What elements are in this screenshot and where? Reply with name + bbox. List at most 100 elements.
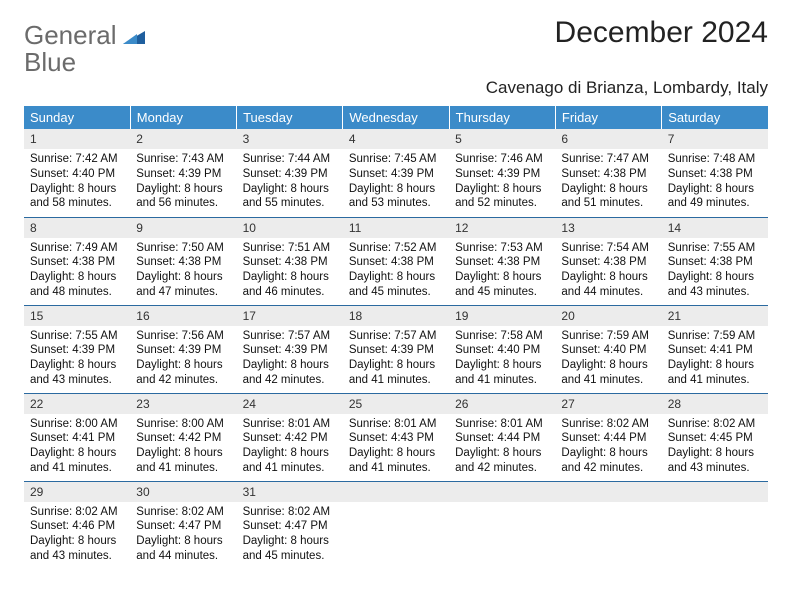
calendar-cell: 11Sunrise: 7:52 AMSunset: 4:38 PMDayligh… [343,217,449,305]
sunset-text: Sunset: 4:47 PM [243,519,337,534]
sunset-text: Sunset: 4:39 PM [136,343,230,358]
daylight-text: Daylight: 8 hours and 41 minutes. [561,358,655,387]
calendar-cell: 29Sunrise: 8:02 AMSunset: 4:46 PMDayligh… [24,481,130,569]
daylight-text: Daylight: 8 hours and 49 minutes. [668,182,762,211]
calendar-cell: 25Sunrise: 8:01 AMSunset: 4:43 PMDayligh… [343,393,449,481]
daylight-text: Daylight: 8 hours and 45 minutes. [349,270,443,299]
calendar-week-row: 29Sunrise: 8:02 AMSunset: 4:46 PMDayligh… [24,481,768,569]
daylight-text: Daylight: 8 hours and 42 minutes. [455,446,549,475]
day-details: Sunrise: 8:01 AMSunset: 4:44 PMDaylight:… [449,414,555,480]
day-number: 2 [130,129,236,149]
daylight-text: Daylight: 8 hours and 51 minutes. [561,182,655,211]
sunset-text: Sunset: 4:41 PM [30,431,124,446]
sunset-text: Sunset: 4:45 PM [668,431,762,446]
calendar-week-row: 8Sunrise: 7:49 AMSunset: 4:38 PMDaylight… [24,217,768,305]
sunset-text: Sunset: 4:38 PM [349,255,443,270]
daylight-text: Daylight: 8 hours and 46 minutes. [243,270,337,299]
day-details: Sunrise: 8:02 AMSunset: 4:44 PMDaylight:… [555,414,661,480]
sunset-text: Sunset: 4:44 PM [561,431,655,446]
sunset-text: Sunset: 4:39 PM [243,167,337,182]
sunset-text: Sunset: 4:38 PM [668,167,762,182]
sunrise-text: Sunrise: 8:01 AM [243,417,337,432]
day-number: 4 [343,129,449,149]
day-details: Sunrise: 7:55 AMSunset: 4:39 PMDaylight:… [24,326,130,392]
day-number [555,482,661,502]
brand-logo: General Blue [24,22,145,76]
day-number: 19 [449,306,555,326]
day-number: 15 [24,306,130,326]
title-block: December 2024 [555,16,768,50]
sunrise-text: Sunrise: 7:46 AM [455,152,549,167]
calendar-week-row: 22Sunrise: 8:00 AMSunset: 4:41 PMDayligh… [24,393,768,481]
day-number: 17 [237,306,343,326]
daylight-text: Daylight: 8 hours and 48 minutes. [30,270,124,299]
day-details: Sunrise: 7:51 AMSunset: 4:38 PMDaylight:… [237,238,343,304]
brand-word1: General [24,20,117,50]
calendar-cell: 5Sunrise: 7:46 AMSunset: 4:39 PMDaylight… [449,129,555,217]
day-details: Sunrise: 7:59 AMSunset: 4:41 PMDaylight:… [662,326,768,392]
weekday-header: Sunday [24,106,130,129]
calendar-cell: 18Sunrise: 7:57 AMSunset: 4:39 PMDayligh… [343,305,449,393]
sunset-text: Sunset: 4:44 PM [455,431,549,446]
day-details: Sunrise: 7:55 AMSunset: 4:38 PMDaylight:… [662,238,768,304]
sunrise-text: Sunrise: 7:55 AM [668,241,762,256]
day-details: Sunrise: 7:57 AMSunset: 4:39 PMDaylight:… [237,326,343,392]
sunset-text: Sunset: 4:42 PM [243,431,337,446]
weekday-header-row: Sunday Monday Tuesday Wednesday Thursday… [24,106,768,129]
day-number: 27 [555,394,661,414]
day-details: Sunrise: 7:59 AMSunset: 4:40 PMDaylight:… [555,326,661,392]
sunset-text: Sunset: 4:38 PM [561,255,655,270]
day-number: 22 [24,394,130,414]
daylight-text: Daylight: 8 hours and 43 minutes. [30,358,124,387]
day-number: 1 [24,129,130,149]
day-number: 11 [343,218,449,238]
daylight-text: Daylight: 8 hours and 42 minutes. [136,358,230,387]
sunrise-text: Sunrise: 7:54 AM [561,241,655,256]
sunrise-text: Sunrise: 7:50 AM [136,241,230,256]
day-number [343,482,449,502]
header-row: General Blue December 2024 [24,16,768,76]
day-number: 31 [237,482,343,502]
sunrise-text: Sunrise: 7:56 AM [136,329,230,344]
weekday-header: Friday [555,106,661,129]
sunset-text: Sunset: 4:38 PM [455,255,549,270]
sunrise-text: Sunrise: 7:58 AM [455,329,549,344]
day-details: Sunrise: 7:56 AMSunset: 4:39 PMDaylight:… [130,326,236,392]
calendar-cell: 4Sunrise: 7:45 AMSunset: 4:39 PMDaylight… [343,129,449,217]
sunset-text: Sunset: 4:39 PM [455,167,549,182]
sunset-text: Sunset: 4:40 PM [561,343,655,358]
sunrise-text: Sunrise: 7:43 AM [136,152,230,167]
day-details: Sunrise: 7:45 AMSunset: 4:39 PMDaylight:… [343,149,449,215]
sunrise-text: Sunrise: 7:59 AM [561,329,655,344]
daylight-text: Daylight: 8 hours and 41 minutes. [455,358,549,387]
daylight-text: Daylight: 8 hours and 43 minutes. [30,534,124,563]
sunset-text: Sunset: 4:39 PM [136,167,230,182]
day-details: Sunrise: 7:58 AMSunset: 4:40 PMDaylight:… [449,326,555,392]
day-number: 13 [555,218,661,238]
calendar-cell: 21Sunrise: 7:59 AMSunset: 4:41 PMDayligh… [662,305,768,393]
day-details: Sunrise: 7:53 AMSunset: 4:38 PMDaylight:… [449,238,555,304]
brand-text: General Blue [24,22,145,76]
weekday-header: Monday [130,106,236,129]
daylight-text: Daylight: 8 hours and 45 minutes. [455,270,549,299]
daylight-text: Daylight: 8 hours and 56 minutes. [136,182,230,211]
calendar-week-row: 15Sunrise: 7:55 AMSunset: 4:39 PMDayligh… [24,305,768,393]
day-number: 23 [130,394,236,414]
calendar-cell: 3Sunrise: 7:44 AMSunset: 4:39 PMDaylight… [237,129,343,217]
sunset-text: Sunset: 4:43 PM [349,431,443,446]
sunrise-text: Sunrise: 7:45 AM [349,152,443,167]
day-number: 9 [130,218,236,238]
sunrise-text: Sunrise: 7:44 AM [243,152,337,167]
daylight-text: Daylight: 8 hours and 43 minutes. [668,270,762,299]
weekday-header: Tuesday [237,106,343,129]
day-details: Sunrise: 8:02 AMSunset: 4:47 PMDaylight:… [237,502,343,568]
day-details: Sunrise: 7:42 AMSunset: 4:40 PMDaylight:… [24,149,130,215]
daylight-text: Daylight: 8 hours and 41 minutes. [668,358,762,387]
calendar-cell: 10Sunrise: 7:51 AMSunset: 4:38 PMDayligh… [237,217,343,305]
sunset-text: Sunset: 4:41 PM [668,343,762,358]
sunset-text: Sunset: 4:40 PM [455,343,549,358]
day-number: 29 [24,482,130,502]
calendar-cell: 17Sunrise: 7:57 AMSunset: 4:39 PMDayligh… [237,305,343,393]
day-number: 18 [343,306,449,326]
day-details: Sunrise: 7:43 AMSunset: 4:39 PMDaylight:… [130,149,236,215]
